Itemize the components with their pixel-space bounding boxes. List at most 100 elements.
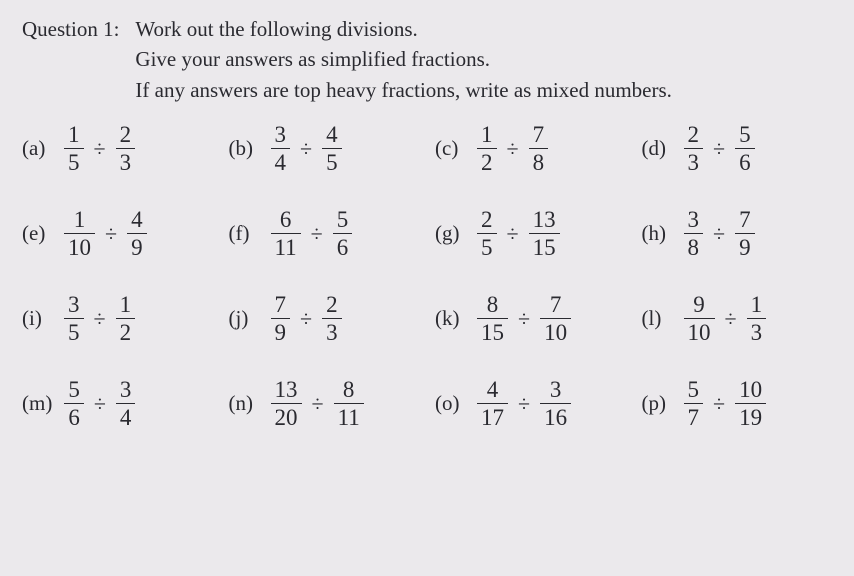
fraction: 23 xyxy=(322,293,342,344)
expression: 12 ÷ 78 xyxy=(477,123,548,174)
numerator: 3 xyxy=(271,123,291,148)
problem-item: (k)815÷710 xyxy=(435,293,634,344)
problem-tag: (j) xyxy=(229,306,259,331)
numerator: 3 xyxy=(116,378,136,403)
problem-tag: (a) xyxy=(22,136,52,161)
fraction: 79 xyxy=(271,293,291,344)
problems-grid: (a)15÷23(b)34÷45(c)12÷78(d)23÷56(e)110÷4… xyxy=(22,123,840,429)
denominator: 15 xyxy=(477,318,508,344)
division-operator: ÷ xyxy=(711,221,727,247)
numerator: 3 xyxy=(546,378,566,403)
division-operator: ÷ xyxy=(298,306,314,332)
numerator: 3 xyxy=(684,208,704,233)
fraction: 710 xyxy=(540,293,571,344)
fraction: 811 xyxy=(334,378,364,429)
problem-tag: (b) xyxy=(229,136,259,161)
problem-item: (l)910÷13 xyxy=(642,293,841,344)
division-operator: ÷ xyxy=(309,221,325,247)
fraction: 78 xyxy=(529,123,549,174)
fraction: 56 xyxy=(333,208,353,259)
problem-tag: (f) xyxy=(229,221,259,246)
division-operator: ÷ xyxy=(711,391,727,417)
numerator: 4 xyxy=(127,208,147,233)
numerator: 5 xyxy=(333,208,353,233)
fraction: 1019 xyxy=(735,378,766,429)
numerator: 1 xyxy=(477,123,497,148)
numerator: 5 xyxy=(684,378,704,403)
denominator: 6 xyxy=(735,148,755,174)
denominator: 5 xyxy=(477,233,497,259)
numerator: 2 xyxy=(684,123,704,148)
expression: 1320÷811 xyxy=(271,378,364,429)
expression: 38 ÷ 79 xyxy=(684,208,755,259)
problem-tag: (h) xyxy=(642,221,672,246)
problem-tag: (g) xyxy=(435,221,465,246)
fraction: 316 xyxy=(540,378,571,429)
denominator: 6 xyxy=(333,233,353,259)
problem-tag: (d) xyxy=(642,136,672,161)
problem-tag: (c) xyxy=(435,136,465,161)
fraction: 12 xyxy=(477,123,497,174)
denominator: 8 xyxy=(684,233,704,259)
expression: 57 ÷ 1019 xyxy=(684,378,767,429)
numerator: 8 xyxy=(339,378,359,403)
expression: 56÷34 xyxy=(64,378,135,429)
numerator: 13 xyxy=(529,208,560,233)
instruction-line-2: Give your answers as simplified fraction… xyxy=(135,44,840,74)
fraction: 910 xyxy=(684,293,715,344)
expression: 417 ÷ 316 xyxy=(477,378,571,429)
numerator: 1 xyxy=(70,208,90,233)
problem-item: (d) 23÷56 xyxy=(642,123,841,174)
fraction: 38 xyxy=(684,208,704,259)
fraction: 23 xyxy=(684,123,704,174)
fraction: 110 xyxy=(64,208,95,259)
numerator: 2 xyxy=(322,293,342,318)
numerator: 1 xyxy=(116,293,136,318)
expression: 815÷710 xyxy=(477,293,571,344)
division-operator: ÷ xyxy=(505,136,521,162)
problem-tag: (i) xyxy=(22,306,52,331)
denominator: 3 xyxy=(684,148,704,174)
numerator: 8 xyxy=(483,293,503,318)
denominator: 7 xyxy=(684,403,704,429)
fraction: 23 xyxy=(116,123,136,174)
instructions: Work out the following divisions. Give y… xyxy=(135,14,840,105)
numerator: 5 xyxy=(735,123,755,148)
denominator: 2 xyxy=(477,148,497,174)
denominator: 16 xyxy=(540,403,571,429)
denominator: 20 xyxy=(271,403,302,429)
denominator: 6 xyxy=(64,403,84,429)
question-header: Question 1: Work out the following divis… xyxy=(22,14,840,105)
numerator: 2 xyxy=(116,123,136,148)
expression: 611÷56 xyxy=(271,208,353,259)
fraction: 34 xyxy=(116,378,136,429)
expression: 23÷56 xyxy=(684,123,755,174)
numerator: 3 xyxy=(64,293,84,318)
division-operator: ÷ xyxy=(516,391,532,417)
problem-item: (i)35÷12 xyxy=(22,293,221,344)
numerator: 7 xyxy=(529,123,549,148)
denominator: 11 xyxy=(334,403,364,429)
denominator: 17 xyxy=(477,403,508,429)
fraction: 815 xyxy=(477,293,508,344)
instruction-line-1: Work out the following divisions. xyxy=(135,14,840,44)
denominator: 5 xyxy=(64,318,84,344)
numerator: 7 xyxy=(735,208,755,233)
denominator: 5 xyxy=(64,148,84,174)
denominator: 9 xyxy=(735,233,755,259)
numerator: 7 xyxy=(546,293,566,318)
problem-item: (a)15÷23 xyxy=(22,123,221,174)
fraction: 56 xyxy=(64,378,84,429)
denominator: 9 xyxy=(271,318,291,344)
fraction: 49 xyxy=(127,208,147,259)
fraction: 56 xyxy=(735,123,755,174)
fraction: 417 xyxy=(477,378,508,429)
division-operator: ÷ xyxy=(723,306,739,332)
problem-item: (j) 79 ÷ 23 xyxy=(229,293,428,344)
division-operator: ÷ xyxy=(92,306,108,332)
fraction: 15 xyxy=(64,123,84,174)
denominator: 15 xyxy=(529,233,560,259)
division-operator: ÷ xyxy=(505,221,521,247)
problem-item: (g)25÷1315 xyxy=(435,208,634,259)
problem-tag: (m) xyxy=(22,391,52,416)
